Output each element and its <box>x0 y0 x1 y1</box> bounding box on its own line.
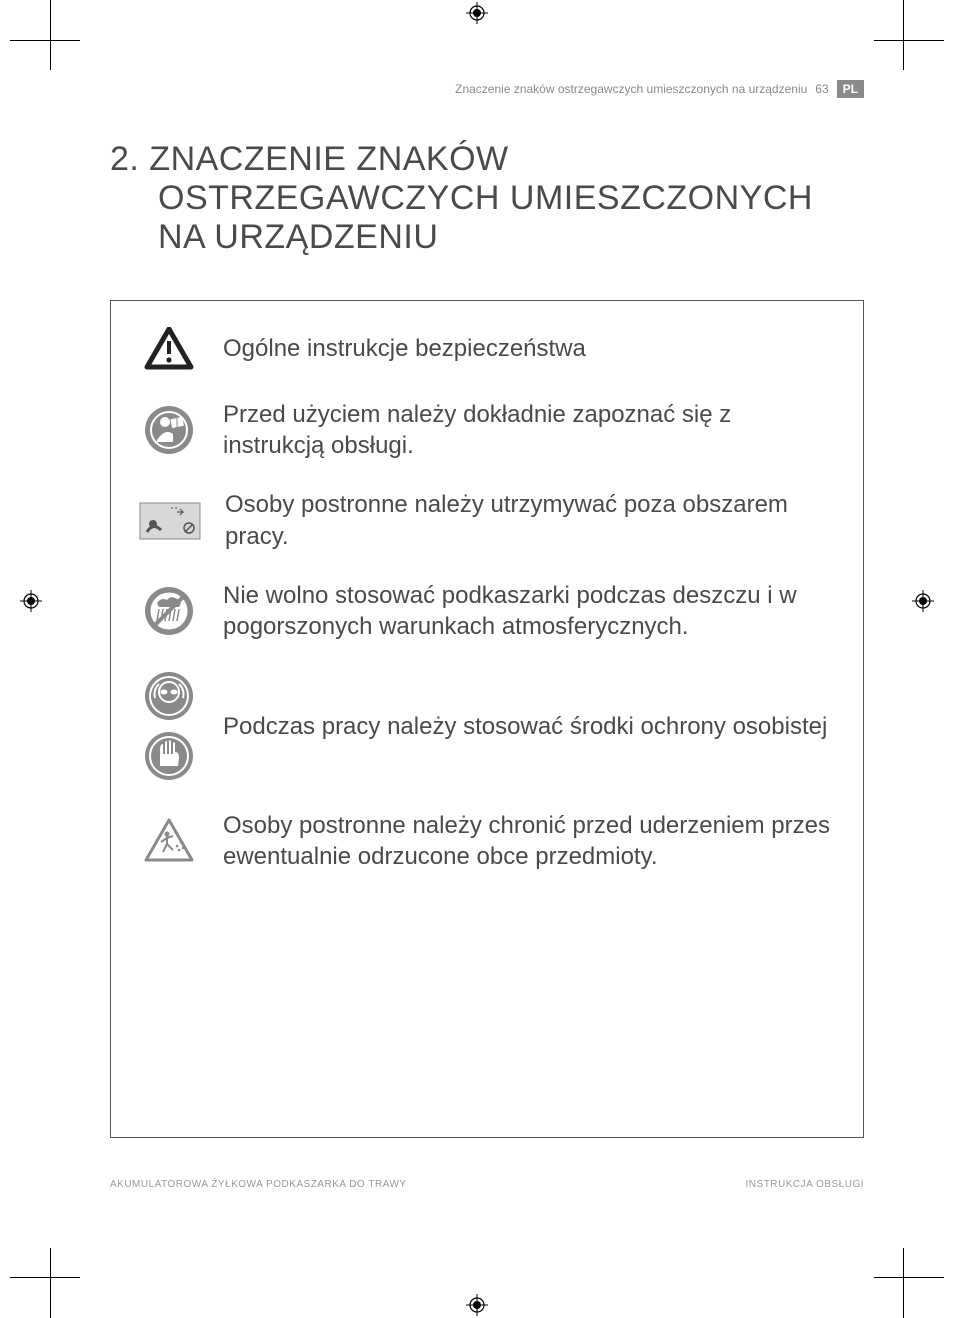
registration-mark-icon <box>20 590 42 612</box>
symbol-row: Podczas pracy należy stosować środki och… <box>139 670 835 782</box>
crop-mark <box>874 40 944 41</box>
crop-mark <box>10 40 80 41</box>
symbol-text: Ogólne instrukcje bezpieczeństwa <box>223 333 835 364</box>
section-title: 2. ZNACZENIE ZNAKÓW OSTRZEGAWCZYCH UMIES… <box>110 140 864 257</box>
crop-mark <box>50 1248 51 1318</box>
crop-mark <box>874 1277 944 1278</box>
running-header: Znaczenie znaków ostrzegawczych umieszcz… <box>110 80 864 98</box>
read-manual-icon <box>139 404 199 456</box>
warning-triangle-icon <box>139 327 199 371</box>
crop-mark <box>903 0 904 70</box>
registration-mark-icon <box>466 2 488 24</box>
footer-left: AKUMULATOROWA ŻYŁKOWA PODKASZARKA DO TRA… <box>110 1179 407 1190</box>
symbol-text: Podczas pracy należy stosować środki och… <box>223 711 835 742</box>
keep-distance-icon <box>139 502 201 540</box>
header-text: Znaczenie znaków ostrzegawczych umieszcz… <box>455 82 807 96</box>
symbol-text: Przed użyciem należy dokładnie zapoznać … <box>223 399 835 461</box>
symbol-text: Nie wolno stosować podkaszarki podczas d… <box>223 580 835 642</box>
title-line: OSTRZEGAWCZYCH UMIESZCZONYCH <box>110 179 864 218</box>
crop-mark <box>50 0 51 70</box>
symbol-text: Osoby postronne należy utrzymywać poza o… <box>225 489 835 551</box>
crop-mark <box>903 1248 904 1318</box>
symbol-row: Nie wolno stosować podkaszarki podczas d… <box>139 580 835 642</box>
no-rain-icon <box>139 585 199 637</box>
symbol-row: Przed użyciem należy dokładnie zapoznać … <box>139 399 835 461</box>
title-line: NA URZĄDZENIU <box>110 218 864 257</box>
title-line: 2. ZNACZENIE ZNAKÓW <box>110 140 864 179</box>
page-number: 63 <box>815 82 828 96</box>
registration-mark-icon <box>912 590 934 612</box>
registration-mark-icon <box>466 1294 488 1316</box>
warning-symbols-box: Ogólne instrukcje bezpieczeństwa Przed u… <box>110 300 864 1138</box>
page-footer: AKUMULATOROWA ŻYŁKOWA PODKASZARKA DO TRA… <box>110 1179 864 1190</box>
symbol-row: Osoby postronne należy utrzymywać poza o… <box>139 489 835 551</box>
ppe-icon <box>139 670 199 782</box>
thrown-debris-icon <box>139 818 199 864</box>
symbol-row: Ogólne instrukcje bezpieczeństwa <box>139 327 835 371</box>
crop-mark <box>10 1277 80 1278</box>
symbol-text: Osoby postronne należy chronić przed ude… <box>223 810 835 872</box>
language-badge: PL <box>837 80 864 98</box>
footer-right: INSTRUKCJA OBSŁUGI <box>746 1179 864 1190</box>
symbol-row: Osoby postronne należy chronić przed ude… <box>139 810 835 872</box>
